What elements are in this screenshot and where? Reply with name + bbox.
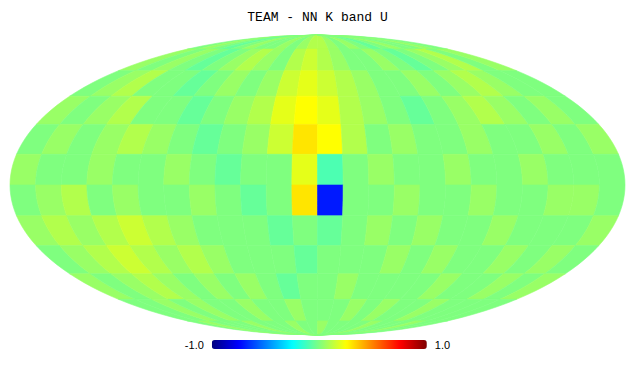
svg-text:TEAM - NN K band U: TEAM - NN K band U [247,10,387,25]
svg-text:1.0: 1.0 [435,339,450,351]
svg-text:-1.0: -1.0 [185,339,204,351]
